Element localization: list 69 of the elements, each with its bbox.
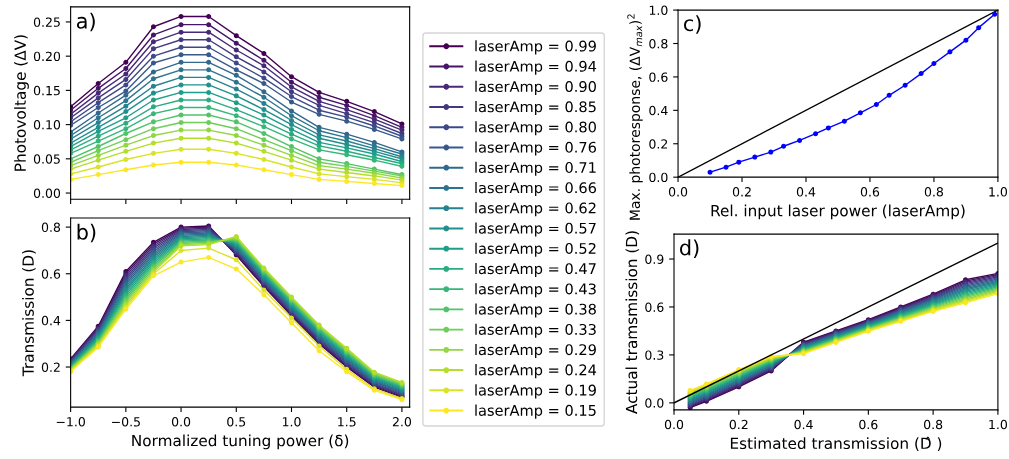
- y-tick-label: 0.05: [33, 154, 60, 164]
- y-tick-label: 0.0: [649, 172, 668, 183]
- legend-label: laserAmp = 0.47: [475, 262, 596, 278]
- x-tick-label: 1.0: [282, 417, 301, 427]
- y-tick-label: 0.0: [645, 398, 664, 408]
- y-tick-label: 0.6: [41, 269, 61, 279]
- y-tick-label: 0.8: [41, 222, 61, 233]
- legend-label: laserAmp = 0.85: [475, 101, 596, 116]
- y-axis-title: Max. photoresponse, (ΔV$_{max}$)$^{2}$: [627, 14, 643, 220]
- x-tick-label: 0.2: [732, 187, 751, 197]
- x-tick-label: 0.5: [227, 417, 246, 427]
- y-axis-title: Transmission (D): [22, 250, 36, 377]
- legend-label: laserAmp = 0.71: [475, 161, 596, 176]
- legend-label: laserAmp = 0.38: [475, 303, 596, 318]
- legend-label: laserAmp = 0.29: [475, 343, 596, 358]
- x-tick-label: 0.0: [664, 419, 684, 430]
- x-tick-label: 0.8: [924, 187, 944, 197]
- x-axis-title: Estimated transmission (D̂ ): [730, 436, 942, 451]
- x-tick-label: 1.0: [989, 419, 1008, 430]
- x-tick-label: 0.2: [729, 419, 748, 430]
- legend-label: laserAmp = 0.57: [475, 222, 596, 237]
- legend-label: laserAmp = 0.15: [475, 404, 596, 419]
- legend-label: laserAmp = 0.80: [475, 121, 596, 136]
- y-tick-label: 0.2: [649, 139, 668, 149]
- y-tick-label: 0.20: [33, 51, 61, 62]
- x-tick-label: −1.0: [56, 417, 85, 427]
- legend-label: laserAmp = 0.33: [475, 323, 596, 338]
- x-axis-title: Normalized tuning power (δ): [132, 434, 349, 450]
- x-axis-title: Rel. input laser power (laserAmp): [711, 204, 965, 220]
- y-axis-title: Photovoltage (ΔV): [14, 35, 29, 171]
- y-tick-label: 0.9: [645, 254, 664, 264]
- x-tick-label: 0.4: [796, 187, 816, 197]
- legend-label: laserAmp = 0.90: [475, 80, 596, 95]
- x-tick-label: 0.0: [171, 417, 191, 427]
- y-tick-label: 0.00: [33, 188, 61, 198]
- x-tick-label: 1.0: [989, 187, 1008, 197]
- legend-label: laserAmp = 0.24: [475, 364, 597, 379]
- y-tick-label: 0.10: [33, 120, 61, 130]
- x-tick-label: 0.6: [859, 419, 878, 430]
- y-tick-label: 0.25: [33, 17, 60, 27]
- y-tick-label: 0.4: [649, 105, 668, 116]
- legend-label: laserAmp = 0.43: [475, 283, 596, 298]
- y-tick-label: 0.6: [645, 302, 664, 312]
- y-tick-label: 0.4: [41, 315, 61, 326]
- y-tick-label: 0.15: [33, 85, 60, 96]
- legend-label: laserAmp = 0.19: [475, 384, 596, 399]
- legend-label: laserAmp = 0.52: [475, 242, 596, 257]
- x-tick-label: 2.0: [392, 417, 412, 427]
- y-tick-label: 0.6: [649, 72, 668, 82]
- x-tick-label: 1.5: [338, 417, 356, 427]
- annotation: a): [76, 12, 95, 32]
- x-tick-label: 0.4: [794, 419, 813, 430]
- y-axis-title: Actual tramsmission (D): [625, 231, 640, 414]
- legend-label: laserAmp = 0.66: [475, 181, 597, 197]
- legend-label: laserAmp = 0.94: [475, 60, 597, 75]
- legend-label: laserAmp = 0.76: [475, 141, 597, 156]
- annotation: d): [680, 239, 699, 258]
- y-tick-label: 0.8: [649, 38, 668, 49]
- y-tick-label: 1.0: [649, 5, 668, 16]
- legend-label: laserAmp = 0.99: [475, 40, 596, 55]
- annotation: c): [683, 15, 701, 34]
- x-tick-label: −0.5: [111, 417, 140, 427]
- x-tick-label: 0.8: [924, 419, 943, 430]
- y-tick-label: 0.2: [41, 362, 60, 372]
- x-tick-label: 0.6: [860, 187, 880, 197]
- legend-label: laserAmp = 0.62: [475, 202, 596, 217]
- x-tick-label: 0.0: [668, 187, 688, 197]
- y-tick-label: 0.3: [645, 350, 664, 360]
- annotation: b): [77, 223, 96, 243]
